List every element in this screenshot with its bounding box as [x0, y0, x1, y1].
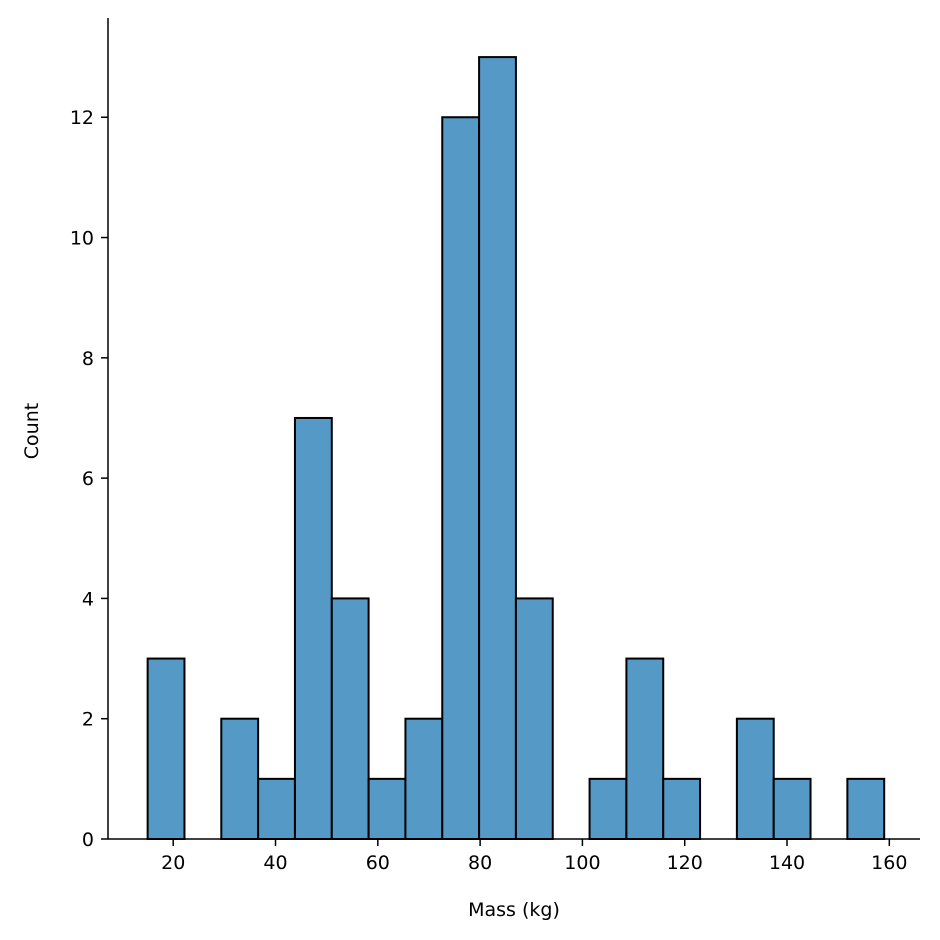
histogram-bar [846, 777, 886, 840]
y-ticks: 0 2 4 6 8 10 12 [70, 107, 108, 851]
y-tick-label: 12 [70, 107, 94, 129]
y-tick-label: 10 [70, 228, 94, 250]
x-tick-label: 20 [161, 852, 185, 874]
histogram-bar [293, 416, 333, 840]
histogram-bar [257, 777, 296, 840]
x-tick-label: 120 [667, 852, 703, 874]
y-tick-label: 4 [82, 588, 94, 610]
x-tick-label: 60 [366, 852, 390, 874]
x-ticks: 20 40 60 80 100 120 140 160 [161, 839, 907, 874]
histogram-bar [625, 657, 665, 840]
x-tick-label: 140 [769, 852, 805, 874]
histogram-bar [441, 116, 481, 840]
histogram-bar [367, 777, 407, 840]
histogram-bar [478, 56, 517, 841]
y-axis-label: Count [21, 403, 43, 459]
histogram-bar [735, 717, 775, 841]
histogram-bar [514, 597, 554, 841]
histogram-bar [220, 717, 260, 841]
x-tick-label: 100 [564, 852, 600, 874]
x-tick-label: 40 [263, 852, 287, 874]
bars-layer [146, 56, 886, 841]
y-tick-label: 6 [82, 468, 94, 490]
x-tick-label: 80 [468, 852, 492, 874]
histogram-bar [662, 777, 702, 840]
histogram-bar [404, 717, 444, 841]
histogram-bar [772, 777, 812, 840]
y-tick-label: 8 [82, 348, 94, 370]
y-tick-label: 2 [82, 709, 94, 731]
histogram-bar [588, 777, 628, 840]
histogram-bar [146, 657, 186, 840]
histogram-bar [330, 597, 370, 841]
x-tick-label: 160 [871, 852, 907, 874]
y-tick-label: 0 [82, 829, 94, 851]
x-axis-label: Mass (kg) [468, 899, 560, 921]
